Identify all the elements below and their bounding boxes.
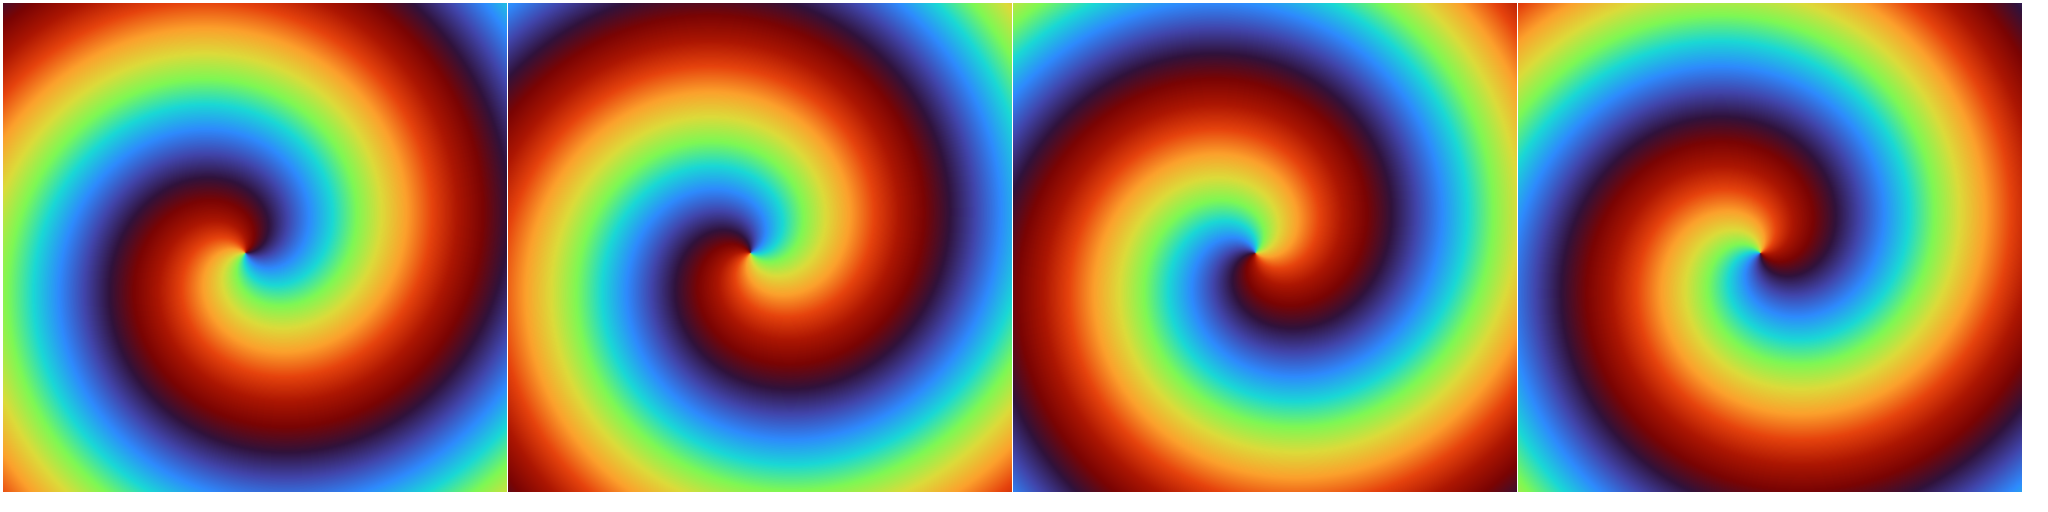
spiral-panel-3 xyxy=(1013,3,1517,492)
spiral-panel-2 xyxy=(508,3,1012,492)
spiral-panel-1 xyxy=(3,3,507,492)
spiral-panel-4 xyxy=(1518,3,2022,492)
